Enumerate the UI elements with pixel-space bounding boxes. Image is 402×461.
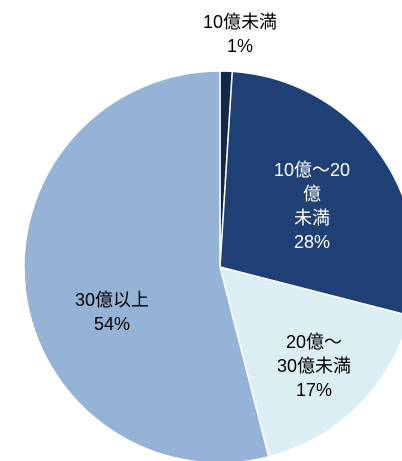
category-label: 10億未満: [202, 12, 278, 32]
value-label: 17%: [295, 380, 333, 400]
category-label: 30億以上: [74, 290, 150, 310]
value-label: 28%: [293, 232, 331, 252]
slice-label: 20億～ 30億未満 17%: [277, 330, 351, 402]
category-label: 10億～20億 未満: [273, 160, 351, 228]
category-label: 20億～ 30億未満: [276, 332, 352, 376]
pie-slice: [219, 70, 402, 315]
value-label: 54%: [93, 314, 131, 334]
pie-slice: [23, 70, 270, 461]
slice-label: 10億未満 1%: [203, 10, 277, 58]
value-label: 1%: [226, 36, 253, 56]
slice-label: 30億以上 54%: [75, 288, 149, 336]
pie-slice: [218, 265, 402, 458]
slice-label: 10億～20億 未満 28%: [267, 158, 357, 254]
